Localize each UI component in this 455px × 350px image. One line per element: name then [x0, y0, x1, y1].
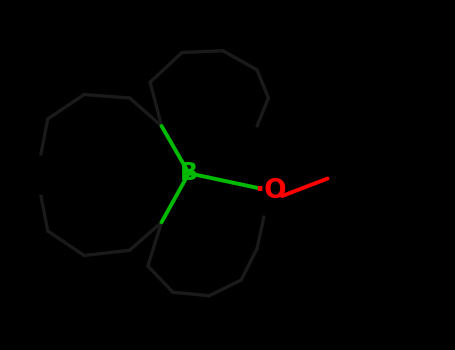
Text: B: B: [180, 161, 198, 185]
Text: ·O: ·O: [254, 178, 287, 204]
